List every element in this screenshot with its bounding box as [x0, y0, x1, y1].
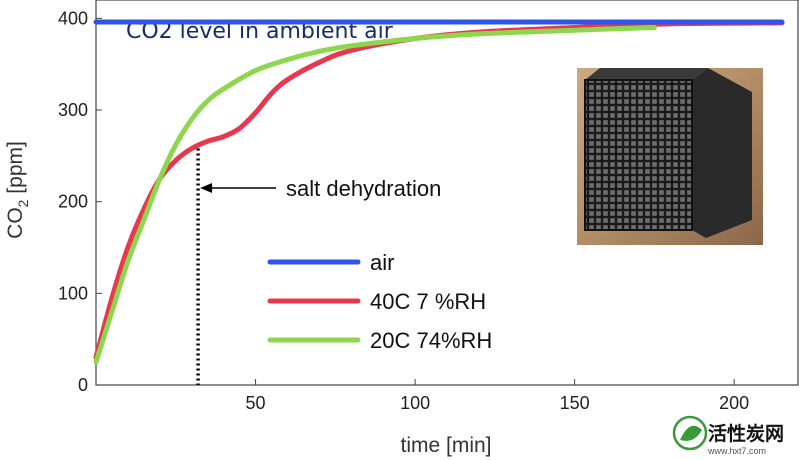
watermark-logo-icon: [672, 415, 708, 451]
y-tick-label: 100: [58, 283, 88, 303]
x-tick-label: 150: [560, 393, 590, 413]
x-tick-label: 200: [719, 393, 749, 413]
series-line-20c-74-rh: [93, 25, 657, 365]
monolith-top-face: [585, 68, 708, 80]
watermark: 活性炭网 www.hxt7.com: [672, 415, 784, 456]
y-axis-label-sub: 2: [15, 199, 31, 207]
x-axis-label: time [min]: [400, 434, 491, 457]
x-axis-ticks: 50 100 150 200: [246, 379, 749, 413]
legend: air 40C 7 %RH 20C 74%RH: [267, 250, 492, 353]
series-layer: [93, 19, 785, 365]
y-tick-label: 300: [58, 100, 88, 120]
legend-label: air: [370, 250, 394, 275]
salt-dehydration-annotation: salt dehydration: [196, 148, 441, 385]
monolith-side-face: [692, 68, 752, 238]
legend-label: 40C 7 %RH: [370, 289, 486, 314]
y-axis-label: CO2 [ppm]: [4, 141, 31, 239]
honeycomb-photo: [577, 68, 763, 245]
y-tick-label: 200: [58, 192, 88, 212]
monolith-front-face: [585, 80, 692, 230]
x-tick-label: 50: [246, 393, 266, 413]
monolith-front-edge: [584, 79, 693, 231]
legend-label: 20C 74%RH: [370, 328, 492, 353]
annotation-text: salt dehydration: [286, 176, 441, 201]
y-tick-label: 400: [58, 8, 88, 28]
y-axis-label-main: CO: [4, 207, 27, 239]
watermark-url: www.hxt7.com: [707, 446, 766, 456]
watermark-text: 活性炭网: [708, 422, 784, 445]
watermark-leaf-icon: [680, 425, 702, 441]
annotation-arrowhead: [200, 183, 213, 193]
x-tick-label: 100: [400, 393, 430, 413]
y-axis-ticks: 0 100 200 300 400: [58, 8, 102, 395]
plot-frame: [95, 0, 799, 386]
y-axis-label-unit: [ppm]: [4, 141, 27, 199]
y-tick-label: 0: [78, 375, 88, 395]
